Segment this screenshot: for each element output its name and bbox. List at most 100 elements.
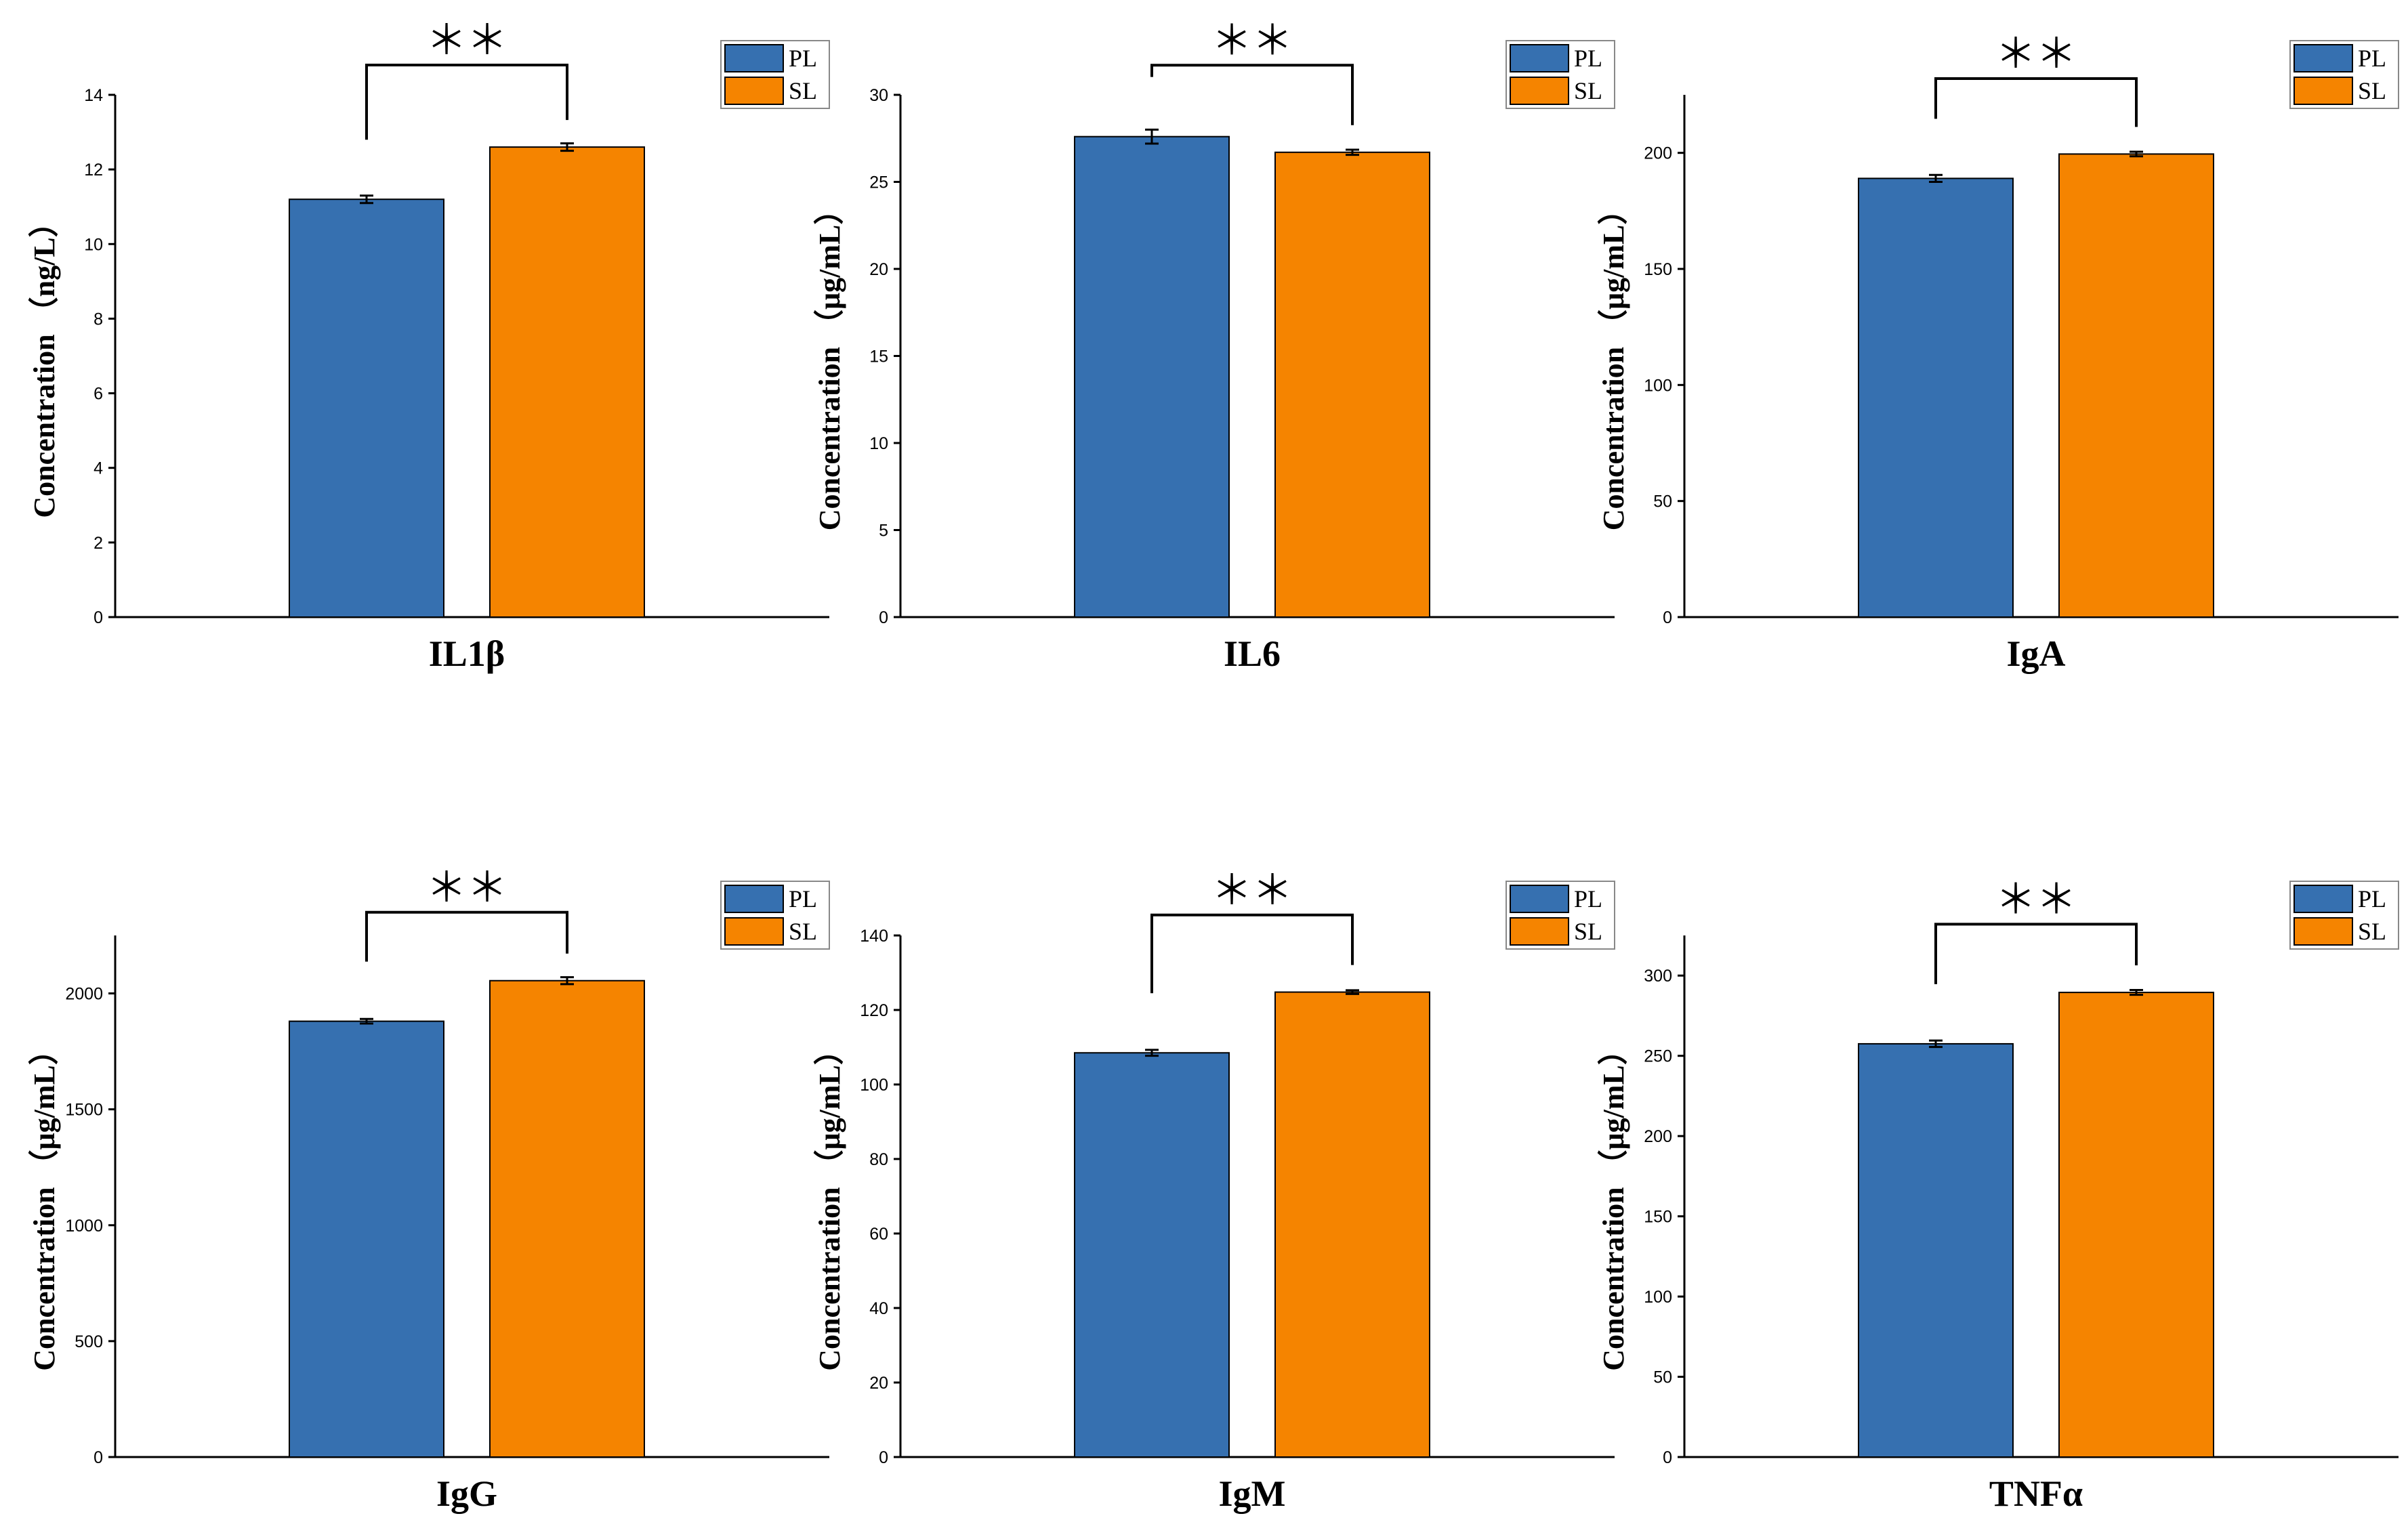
bar-pl xyxy=(289,1020,444,1458)
y-tick-label: 5 xyxy=(879,522,888,541)
y-axis-label: Concentration （ng/L） xyxy=(28,207,61,518)
legend: PL SL xyxy=(720,40,830,109)
legend-label-sl: SL xyxy=(1574,77,1602,104)
bar-pl xyxy=(1858,1042,2014,1458)
bar-sl xyxy=(489,146,645,618)
y-tick-label: 60 xyxy=(869,1225,888,1244)
y-tick-label: 15 xyxy=(869,347,888,366)
y-tick-label: 150 xyxy=(1644,1208,1672,1227)
y-tick-label: 200 xyxy=(1644,1127,1672,1146)
bar-sl xyxy=(1274,991,1430,1458)
y-tick-label: 4 xyxy=(94,459,103,478)
x-category-label: IgM xyxy=(1219,1473,1286,1514)
legend-label-pl: PL xyxy=(2358,885,2386,912)
bar-sl xyxy=(489,979,645,1458)
y-tick-label: 140 xyxy=(860,927,888,946)
y-tick-label: 50 xyxy=(1653,492,1672,511)
significance-marker: ＊＊ xyxy=(1995,32,2077,77)
x-category-label: IL6 xyxy=(1224,633,1281,674)
significance-marker: ＊＊ xyxy=(1995,877,2077,922)
significance-bracket xyxy=(1150,913,1354,994)
legend-label-pl: PL xyxy=(1574,45,1602,72)
significance-bracket xyxy=(1934,77,2138,127)
legend-swatch-sl xyxy=(1510,917,1569,946)
y-axis-label: Concentration （μg/mL） xyxy=(1597,1035,1630,1370)
legend-swatch-sl xyxy=(724,77,784,105)
chart-panel: 0 20 40 60 80 100 120 140 Concentration （μg/mL） I… xyxy=(813,868,1615,1514)
significance-marker: ＊＊ xyxy=(426,18,507,63)
legend-swatch-sl xyxy=(2293,917,2353,946)
y-tick-label: 0 xyxy=(879,608,888,627)
y-tick-label: 250 xyxy=(1644,1047,1672,1066)
y-tick-label: 120 xyxy=(860,1001,888,1020)
y-axis-label: Concentration （μg/mL） xyxy=(1597,195,1630,530)
legend-swatch-sl xyxy=(1510,77,1569,105)
legend-label-pl: PL xyxy=(789,45,817,72)
legend: PL SL xyxy=(2289,881,2399,950)
significance-marker: ＊＊ xyxy=(1211,18,1293,63)
y-tick-label: 500 xyxy=(75,1332,103,1351)
legend-label-sl: SL xyxy=(789,918,817,945)
bar-sl xyxy=(2058,153,2214,618)
y-tick-label: 50 xyxy=(1653,1368,1672,1387)
y-tick-label: 20 xyxy=(869,260,888,279)
y-tick-label: 300 xyxy=(1644,967,1672,986)
y-tick-label: 150 xyxy=(1644,260,1672,279)
y-tick-label: 200 xyxy=(1644,144,1672,163)
y-tick-label: 1500 xyxy=(65,1101,103,1120)
y-axis-label: Concentration （μg/mL） xyxy=(28,1035,61,1370)
legend-swatch-pl xyxy=(1510,44,1569,72)
y-tick-label: 30 xyxy=(869,86,888,105)
legend-swatch-pl xyxy=(724,885,784,913)
y-tick-label: 25 xyxy=(869,173,888,192)
chart-panel: 0 2 4 6 8 10 12 14 Concentration （ng/L） IL1β ＊＊ PL S… xyxy=(28,18,830,674)
significance-bracket xyxy=(1150,64,1354,125)
legend-label-pl: PL xyxy=(789,885,817,912)
legend-label-sl: SL xyxy=(789,77,817,104)
bar-pl xyxy=(1074,1052,1230,1458)
chart-panel: 0 500 1000 1500 2000 Concentration （μg/mL） IgG… xyxy=(28,866,830,1514)
x-category-label: IL1β xyxy=(429,633,505,674)
y-tick-label: 0 xyxy=(879,1448,888,1467)
y-tick-label: 0 xyxy=(94,608,103,627)
y-tick-label: 14 xyxy=(84,86,103,105)
legend-swatch-sl xyxy=(2293,77,2353,105)
legend-label-sl: SL xyxy=(2358,77,2386,104)
y-tick-label: 12 xyxy=(84,161,103,180)
x-category-label: IgA xyxy=(2006,633,2065,674)
y-tick-label: 8 xyxy=(94,310,103,329)
y-tick-label: 10 xyxy=(84,235,103,254)
legend-label-sl: SL xyxy=(2358,918,2386,945)
bar-sl xyxy=(2058,992,2214,1458)
legend-swatch-pl xyxy=(2293,885,2353,913)
y-tick-label: 2000 xyxy=(65,985,103,1004)
significance-bracket xyxy=(365,63,568,140)
y-axis-label: Concentration （μg/mL） xyxy=(813,195,846,530)
legend: PL SL xyxy=(2289,40,2399,109)
y-tick-label: 1000 xyxy=(65,1217,103,1236)
y-tick-label: 100 xyxy=(860,1076,888,1095)
significance-bracket xyxy=(1934,923,2138,984)
legend-label-sl: SL xyxy=(1574,918,1602,945)
y-tick-label: 0 xyxy=(1663,1448,1672,1467)
x-category-label: TNFα xyxy=(1989,1473,2083,1514)
y-axis-label: Concentration （μg/mL） xyxy=(813,1035,846,1370)
legend: PL SL xyxy=(1506,40,1615,109)
legend-swatch-pl xyxy=(724,44,784,72)
y-tick-label: 40 xyxy=(869,1299,888,1318)
legend-label-pl: PL xyxy=(2358,45,2386,72)
chart-panel: 0 5 10 15 20 25 30 Concentration （μg/mL） IL6 ＊＊ PL… xyxy=(813,18,1615,674)
chart-panel: 0 50 100 150 200 250 300 Concentration （μg/mL） T… xyxy=(1597,877,2399,1514)
y-tick-label: 6 xyxy=(94,385,103,404)
y-tick-label: 100 xyxy=(1644,1288,1672,1307)
y-tick-label: 100 xyxy=(1644,376,1672,395)
legend-swatch-sl xyxy=(724,917,784,946)
legend: PL SL xyxy=(720,881,830,950)
significance-bracket xyxy=(365,910,568,962)
y-tick-label: 2 xyxy=(94,534,103,553)
legend-swatch-pl xyxy=(1510,885,1569,913)
y-tick-label: 0 xyxy=(1663,608,1672,627)
y-tick-label: 20 xyxy=(869,1374,888,1393)
legend-swatch-pl xyxy=(2293,44,2353,72)
bar-pl xyxy=(1858,177,2014,618)
